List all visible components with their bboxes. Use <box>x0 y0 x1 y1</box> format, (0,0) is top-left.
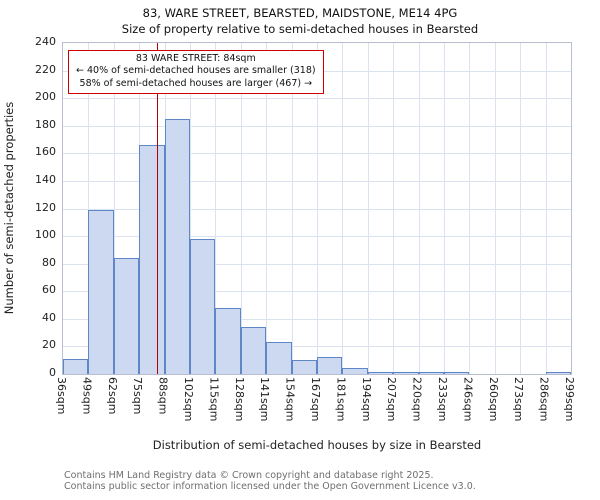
x-tick-label: 102sqm <box>182 377 195 422</box>
footer-attribution-line-2: Contains public sector information licen… <box>64 481 476 492</box>
y-tick-label: 80 <box>42 255 56 269</box>
histogram-bar <box>113 258 140 374</box>
histogram-bar <box>215 307 241 374</box>
histogram-bar <box>418 372 444 374</box>
histogram-bar <box>317 357 343 374</box>
y-tick-label: 120 <box>35 200 56 214</box>
histogram-bar <box>545 372 571 374</box>
annotation-box: 83 WARE STREET: 84sqm ← 40% of semi-deta… <box>68 50 324 95</box>
x-tick-label: 181sqm <box>334 377 348 422</box>
x-gridline <box>266 43 268 374</box>
x-gridline <box>317 43 318 374</box>
x-tick-label: 62sqm <box>105 377 119 415</box>
histogram-bar <box>393 372 419 374</box>
histogram-bar <box>342 368 368 374</box>
x-tick-label: 260sqm <box>486 377 500 422</box>
x-axis-title: Distribution of semi-detached houses by … <box>152 438 482 452</box>
histogram-bar <box>266 342 292 374</box>
x-gridline <box>113 43 115 374</box>
x-gridline <box>494 43 496 374</box>
property-marker-line <box>156 43 159 374</box>
x-gridline <box>545 43 547 374</box>
annotation-line-2: ← 40% of semi-detached houses are smalle… <box>76 65 316 77</box>
x-gridline <box>444 43 445 374</box>
y-tick-label: 40 <box>42 310 56 324</box>
x-gridline <box>520 43 522 374</box>
x-tick-label: 49sqm <box>80 377 94 415</box>
y-tick-label: 60 <box>42 283 56 297</box>
x-tick-label: 233sqm <box>436 377 449 422</box>
y-tick-label: 100 <box>35 228 56 242</box>
chart-subtitle: Size of property relative to semi-detach… <box>121 22 479 36</box>
y-tick-label: 0 <box>49 366 56 379</box>
x-gridline <box>393 43 395 374</box>
plot-area: 83 WARE STREET: 84sqm ← 40% of semi-deta… <box>62 42 572 375</box>
x-gridline <box>215 43 217 374</box>
x-tick-label: 207sqm <box>385 377 399 422</box>
histogram-bar <box>88 209 114 374</box>
histogram-bar <box>444 372 470 374</box>
x-tick-label: 220sqm <box>410 377 424 422</box>
y-tick-label: 160 <box>35 145 56 159</box>
x-gridline <box>367 43 369 374</box>
x-gridline <box>418 43 420 374</box>
x-gridline <box>291 43 293 374</box>
x-tick-label: 194sqm <box>359 377 373 422</box>
y-axis-title: Number of semi-detached properties <box>2 101 16 315</box>
annotation-line-3: 58% of semi-detached houses are larger (… <box>79 77 313 89</box>
x-tick-label: 141sqm <box>258 377 272 422</box>
y-tick-label: 140 <box>35 172 56 186</box>
x-gridline <box>190 43 191 374</box>
x-tick-label: 167sqm <box>309 377 322 422</box>
histogram-bar <box>139 145 165 374</box>
y-tick-label: 240 <box>35 35 56 48</box>
x-tick-label: 299sqm <box>563 377 576 422</box>
x-tick-label: 115sqm <box>207 377 221 422</box>
x-tick-label: 88sqm <box>156 377 170 415</box>
y-tick-label: 180 <box>35 117 56 131</box>
x-tick-label: 246sqm <box>461 377 475 422</box>
x-tick-label: 154sqm <box>283 377 297 422</box>
x-tick-label: 286sqm <box>537 377 551 422</box>
y-tick-label: 20 <box>42 338 56 352</box>
histogram-bar <box>190 238 216 374</box>
y-tick-label: 220 <box>35 62 56 76</box>
x-gridline <box>88 43 90 374</box>
x-gridline <box>342 43 344 374</box>
annotation-line-1: 83 WARE STREET: 84sqm <box>135 53 256 64</box>
x-gridline <box>469 43 471 374</box>
footer-attribution-line-1: Contains HM Land Registry data © Crown c… <box>64 470 434 481</box>
x-tick-label: 128sqm <box>232 377 246 422</box>
histogram-bar <box>63 358 89 374</box>
histogram-bar <box>164 118 190 374</box>
histogram-bar <box>367 372 394 374</box>
y-tick-label: 200 <box>35 90 56 104</box>
histogram-bar <box>291 360 317 374</box>
x-tick-label: 75sqm <box>131 377 145 415</box>
x-tick-label: 273sqm <box>512 377 526 422</box>
x-tick-label: 36sqm <box>55 377 68 415</box>
x-gridline <box>240 43 242 374</box>
chart-title: 83, WARE STREET, BEARSTED, MAIDSTONE, ME… <box>142 6 458 20</box>
histogram-bar <box>240 327 267 374</box>
